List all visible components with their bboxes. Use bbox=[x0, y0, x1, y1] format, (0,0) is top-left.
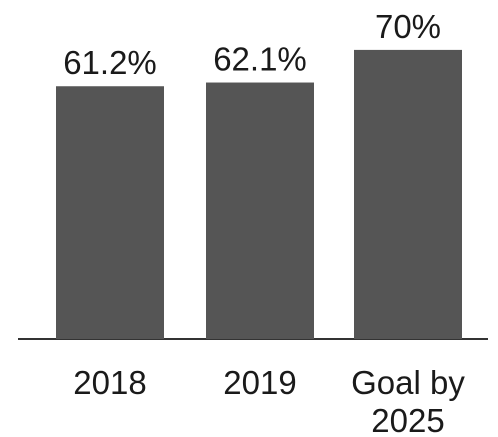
value-label-0: 61.2% bbox=[63, 44, 157, 81]
category-label-line: 2018 bbox=[73, 364, 146, 401]
category-label-line: Goal by bbox=[351, 364, 465, 401]
value-label-1: 62.1% bbox=[213, 41, 307, 78]
bars-group bbox=[56, 49, 462, 340]
category-label-0: 2018 bbox=[73, 364, 146, 401]
category-label-line: 2025 bbox=[371, 402, 444, 437]
bar-2 bbox=[354, 49, 462, 340]
category-label-2: Goal by 2025 bbox=[351, 364, 465, 437]
category-label-line: 2019 bbox=[223, 364, 296, 401]
bar-1 bbox=[206, 82, 314, 339]
bar-0 bbox=[56, 86, 164, 339]
value-labels-group: 61.2% 62.1% 70% bbox=[63, 8, 441, 81]
category-labels-group: 2018 2019 Goal by 2025 bbox=[73, 364, 465, 437]
value-label-2: 70% bbox=[375, 8, 441, 45]
category-label-1: 2019 bbox=[223, 364, 296, 401]
